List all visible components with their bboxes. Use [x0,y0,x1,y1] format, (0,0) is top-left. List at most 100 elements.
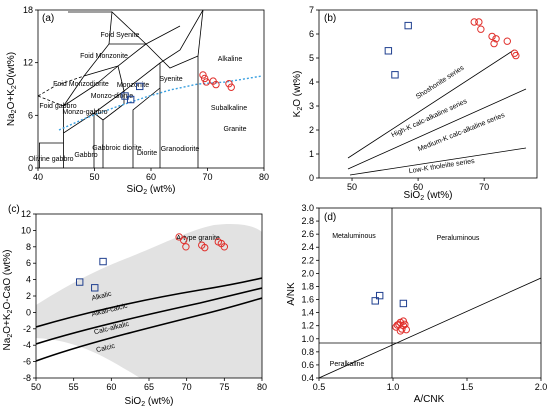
panel-c-xtick-label-1: 55 [69,382,79,392]
boundary-diagonal [319,277,541,378]
region-label-olivine-gabbro: Olivine gabbro [28,156,73,163]
panel-b-letter: (b) [324,13,336,24]
panel-b-data-marks [384,18,520,79]
panel-a-ytick-label-0: 0 [28,163,33,173]
panel-d-data-marks [371,291,411,335]
panel-b-enclave-point-1 [391,71,399,79]
panel-a-ytick-label-2: 12 [23,58,33,68]
panel-c-xtick-label-4: 70 [182,382,192,392]
panel-a-ylabel: Na2O+K2O(wt%) [6,52,18,126]
panel-a-granite-point-4 [212,80,220,89]
panel-c-granite-point-4 [201,243,209,252]
a-type-granite-field [36,223,262,378]
panel-c-ytick-label-7: 6 [26,258,31,268]
panel-b-granite-point-3 [488,32,496,41]
boundary-alkali-calcic [36,287,262,345]
panel-b-granite-point-8 [512,51,520,60]
panel-c-letter: (c) [8,204,20,215]
panel-c-ticks: 50 55 60 65 70 75 80 -8 -6 -4 -2 0 2 4 6 8 10 12 [21,209,267,392]
panel-d-ytick-label-2: 0.8 [301,347,314,357]
panel-b-ticks: 50 60 70 0 1 2 3 4 5 6 7 [309,5,489,192]
region-label-a-type-granite: A-type granite [176,235,220,242]
panel-c-ytick-label-8: 8 [26,242,31,252]
panel-d-ytick-label-11: 2.6 [301,229,314,239]
panel-d-ytick-label-10: 2.4 [301,242,314,252]
region-label-alkalic: Alkalic [91,291,113,303]
region-label-calcic: Calcic [96,343,117,355]
panel-c-xtick-label-5: 75 [219,382,229,392]
series-boundary-medium-k [349,147,527,176]
panel-a-enclave-point-2 [136,82,144,91]
panel-b-enclave-point-0 [384,47,393,55]
tas-dashed-boundary-2 [38,75,85,97]
panel-c-maspi-diagram: A-type granite Alkalic Alkali-calcic Cal… [2,204,267,408]
panel-c-granite-point-1 [179,236,188,244]
series-boundary-shoshonite [347,49,515,159]
region-label-low-k-series: Low-K tholeiite series [408,158,475,175]
panel-c-xlabel: SiO2 (wt%) [125,396,174,408]
panel-b-frame [318,9,538,179]
panel-d-xtick-label-3: 2.0 [535,382,548,392]
panel-c-xtick-label-2: 60 [106,382,116,392]
panel-c-xtick-label-3: 65 [144,382,154,392]
panel-d-ytick-label-8: 2.0 [301,268,314,278]
tas-boundary-granite [197,10,204,168]
panel-c-ytick-label-6: 4 [26,275,31,285]
panel-d-enclave-point-2 [399,299,408,308]
panel-d-enclave-point-0 [371,297,379,305]
tas-boundary-syenite [145,43,199,69]
panel-c-enclave-point-1 [91,284,99,292]
region-label-diorite: Diorite [137,150,157,157]
panel-d-ytick-label-13: 3.0 [301,203,314,213]
tas-boundary-gabbro-left [39,142,64,168]
panel-a-ytick-label-1: 6 [28,110,33,120]
boundary-alkalic [36,277,262,328]
tas-boundary-monzonite-lower [117,65,125,92]
panel-c-data-marks [75,233,229,292]
panel-a-xtick-label-1: 50 [89,172,99,182]
panel-a-granite-point-6 [227,83,235,91]
panel-d-enclave-point-1 [375,291,384,300]
panel-c-ytick-label-4: 0 [26,307,31,317]
region-label-metaluminous: Metaluminous [332,233,376,240]
panel-d-ytick-label-5: 1.4 [301,308,314,318]
panel-b-enclave-point-2 [404,21,412,30]
tas-region-labels: Foid Syenite Foid Monzonite Foid Monzodi… [28,32,247,163]
region-label-granite: Granite [224,126,247,133]
panel-d-granite-point-7 [396,327,405,335]
panel-b-k2o-diagram: Shoshonite series High-K calc-alkaline s… [292,5,538,202]
panel-c-enclave-point-2 [99,257,107,266]
region-label-syenite: Syenite [159,76,182,83]
region-label-peraluminous: Peraluminous [437,235,480,242]
panel-b-ytick-label-2: 2 [309,125,314,135]
panel-b-ytick-label-5: 5 [309,53,314,63]
panel-d-ytick-label-0: 0.4 [301,373,314,383]
panel-b-ytick-label-0: 0 [309,173,314,183]
tas-boundary-dio [102,91,125,168]
panel-a-tas-diagram: Foid Syenite Foid Monzonite Foid Monzodi… [6,5,269,196]
alkaline-subalkaline-divide [58,75,263,131]
panel-d-granite-point-9 [399,317,408,325]
panel-a-xlabel: SiO2 (wt%) [127,184,176,196]
tas-boundary-diorite [132,87,161,168]
tas-boundary-monzogabbro [63,25,181,133]
panel-d-ytick-label-1: 0.6 [301,360,314,370]
panel-b-xlabel: SiO2 (wt%) [404,190,453,202]
panel-a-xtick-label-4: 80 [259,172,269,182]
boundary-calc-alkalic [36,297,262,362]
panel-d-letter: (d) [324,212,336,223]
panel-d-xtick-label-1: 1.0 [387,382,400,392]
region-label-gabbro: Gabbro [74,152,97,159]
panel-c-xtick-label-6: 80 [257,382,267,392]
panel-a-data-marks [121,71,235,104]
panel-a-xtick-label-0: 40 [33,172,43,182]
panel-a-granite-point-1 [200,74,209,83]
tas-dashed-boundary [38,95,64,107]
region-label-peralkaline: Peralkaline [330,361,365,368]
panel-a-xtick-label-2: 60 [146,172,156,182]
panel-b-ytick-label-4: 4 [309,77,314,87]
series-boundary-high-k [347,88,527,170]
panel-d-ticks: 0.5 1.0 1.5 2.0 0.4 0.6 0.8 1.0 1.2 1.4 1.6 1.8 2.0 2… [301,203,547,392]
panel-c-granite-point-2 [182,243,190,251]
